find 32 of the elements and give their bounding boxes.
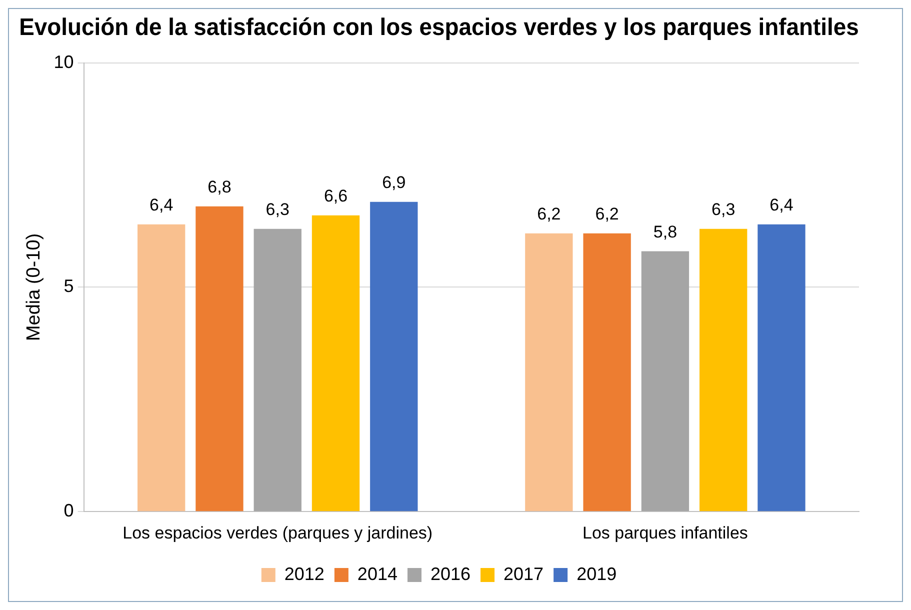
data-label: 6,8 [208,178,232,197]
data-label: 6,2 [595,204,619,224]
bar [138,224,186,512]
data-label: 6,4 [770,196,794,215]
y-axis-title: Media (0-10) [24,233,45,342]
bar [641,251,690,512]
x-tick-label: Los parques infantiles [582,523,748,542]
data-label: 6,9 [382,173,406,192]
bar [700,228,748,512]
data-label: 6,6 [324,186,348,206]
data-label: 6,2 [537,204,561,224]
bar [525,233,573,512]
legend-label: 2012 [284,564,324,584]
bar [583,233,631,512]
legend-label: 2016 [430,564,471,584]
data-label: 5,8 [653,222,678,242]
chart-title: Evolución de la satisfacción con los espacios verdes y los parques infantiles [19,14,859,40]
y-tick-label: 5 [64,276,74,296]
bar [370,202,418,512]
legend-label: 2014 [357,564,398,584]
data-label: 6,4 [150,196,174,215]
bar [312,215,360,512]
legend-label: 2019 [576,564,617,584]
bar [758,224,806,512]
data-label: 6,3 [712,200,736,220]
bar [254,228,302,512]
x-tick-label: Los espacios verdes (parques y jardines) [122,523,433,542]
legend-label: 2017 [504,564,544,584]
y-tick-label: 10 [54,52,74,72]
data-label: 6,3 [266,200,290,220]
bar [196,206,244,512]
y-tick-label: 0 [64,500,74,521]
